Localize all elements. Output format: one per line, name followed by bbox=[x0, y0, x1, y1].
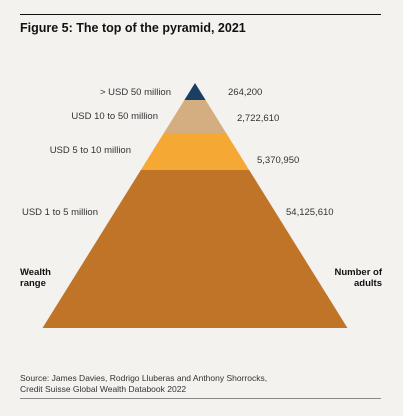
source-line-2: Credit Suisse Global Wealth Databook 202… bbox=[20, 384, 187, 394]
tier-value-label: 264,200 bbox=[228, 87, 262, 98]
tier-range-label: USD 1 to 5 million bbox=[22, 207, 98, 218]
tier-value-label: 2,722,610 bbox=[237, 113, 279, 124]
left-axis-label: range bbox=[20, 278, 46, 289]
source-line-1: Source: James Davies, Rodrigo Lluberas a… bbox=[20, 373, 268, 383]
right-axis-label: adults bbox=[354, 278, 382, 289]
pyramid-tier-3 bbox=[140, 133, 250, 170]
pyramid-tier-1 bbox=[184, 83, 206, 100]
pyramid-tier-2 bbox=[163, 100, 227, 133]
tier-range-label: USD 5 to 10 million bbox=[50, 145, 131, 156]
tier-value-label: 5,370,950 bbox=[257, 155, 299, 166]
tier-value-label: 54,125,610 bbox=[286, 207, 334, 218]
chart-title: Figure 5: The top of the pyramid, 2021 bbox=[20, 21, 246, 35]
tier-range-label: > USD 50 million bbox=[100, 87, 171, 98]
source-note: Source: James Davies, Rodrigo Lluberas a… bbox=[20, 373, 267, 395]
right-axis-label: Number of bbox=[335, 267, 383, 278]
pyramid-tier-4 bbox=[42, 170, 348, 328]
left-axis-label: Wealth bbox=[20, 267, 51, 278]
tier-range-label: USD 10 to 50 million bbox=[71, 111, 158, 122]
top-rule bbox=[20, 14, 381, 15]
bottom-rule bbox=[20, 398, 381, 399]
